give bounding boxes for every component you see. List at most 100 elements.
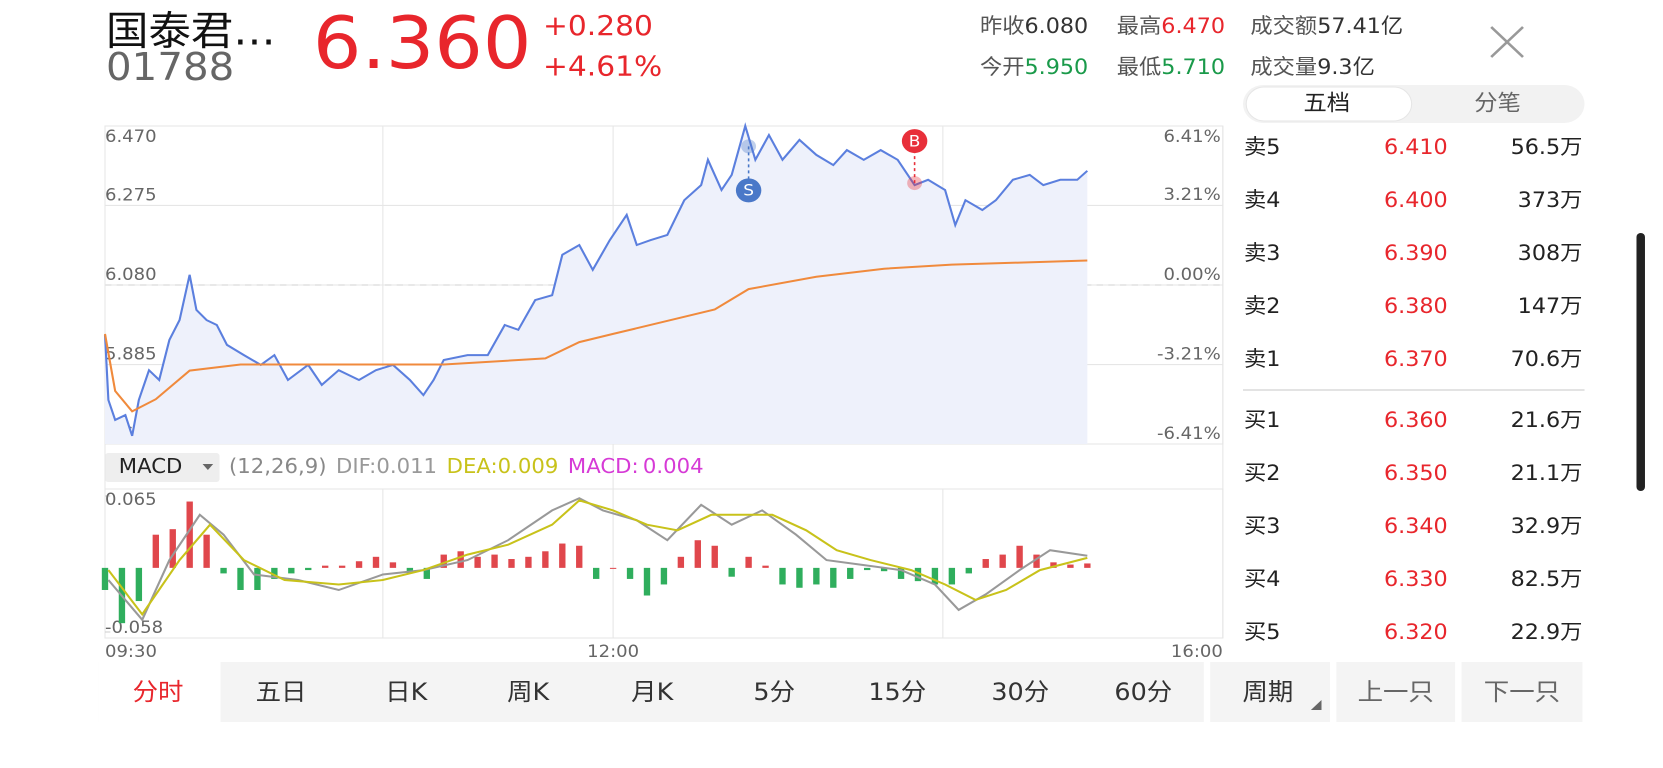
scrollbar	[1636, 233, 1645, 491]
stat-value: 6.470	[1161, 14, 1225, 38]
macd-bar	[491, 554, 498, 568]
macd-bar	[694, 540, 701, 568]
macd-bar	[254, 567, 261, 590]
macd-bar	[897, 567, 905, 579]
macd-bar	[779, 567, 786, 585]
macd-bar	[322, 565, 329, 568]
period-tab[interactable]: 日K	[385, 677, 428, 705]
book-volume: 21.1万	[1511, 461, 1583, 485]
indicator-select[interactable]	[104, 453, 220, 482]
book-side: 买4	[1244, 567, 1280, 591]
y2-tick-label: -6.41%	[1157, 424, 1221, 443]
book-price: 6.380	[1384, 294, 1448, 318]
tab-active	[1245, 86, 1413, 122]
y2-tick-label: 0.00%	[1163, 265, 1220, 284]
macd-bar	[169, 529, 176, 568]
period-tab[interactable]: 5分	[753, 677, 795, 705]
period-tab[interactable]: 15分	[868, 677, 926, 705]
stat: 最低5.710	[1117, 55, 1225, 79]
macd-bar	[762, 565, 769, 568]
stat: 昨收6.080	[980, 14, 1088, 38]
macd-bar	[372, 556, 380, 568]
macd-bar	[152, 534, 159, 568]
stat-label: 最低	[1117, 55, 1162, 79]
tab-bar	[98, 662, 1204, 722]
stat: 成交额57.41亿	[1250, 14, 1403, 38]
period-tab[interactable]: 30分	[991, 677, 1049, 705]
book-volume: 32.9万	[1511, 514, 1583, 538]
action-button[interactable]	[1461, 662, 1583, 722]
action-label[interactable]: 下一只	[1484, 677, 1560, 705]
book-price: 6.410	[1384, 135, 1448, 159]
macd-bar	[609, 567, 617, 569]
caret	[1310, 700, 1322, 710]
signal-bubble	[901, 129, 928, 154]
macd-bar	[203, 534, 210, 568]
stat-value: 57.41亿	[1317, 14, 1403, 38]
signal-label: B	[909, 132, 921, 150]
indicator-params: (12,26,9)	[229, 454, 326, 477]
macd-legend: MACD (12,26,9) DIF:0.011 DEA:0.009 MACD: 0.00…	[119, 454, 704, 477]
period-tab[interactable]: 分时	[133, 677, 184, 705]
tab-active	[98, 662, 221, 722]
caret	[202, 464, 214, 470]
book-price: 6.370	[1384, 347, 1448, 371]
period-tab[interactable]: 周K	[507, 677, 550, 705]
period-tab[interactable]: 五日	[256, 677, 307, 705]
book-volume: 56.5万	[1511, 135, 1583, 159]
stock-name: 国泰君…	[106, 8, 276, 55]
stat-label: 成交量	[1250, 55, 1317, 79]
stat-value: 9.3亿	[1317, 55, 1375, 79]
legend-name: DEA:	[447, 454, 498, 477]
macd-bar	[542, 551, 549, 568]
macd-bar	[592, 567, 600, 579]
legend-value: 0.009	[498, 454, 559, 477]
book-price: 6.330	[1384, 567, 1448, 591]
book-volume: 308万	[1518, 241, 1583, 265]
book-price: 6.390	[1384, 241, 1448, 265]
action-button[interactable]	[1336, 662, 1456, 722]
stat-value: 5.950	[1025, 55, 1089, 79]
macd-bar	[711, 545, 718, 568]
action-label[interactable]: 周期	[1242, 677, 1293, 705]
macd-bar	[440, 554, 447, 568]
book-side: 卖3	[1244, 241, 1280, 265]
macd-bar	[931, 567, 939, 585]
macd-bar	[745, 556, 752, 568]
book-tab[interactable]: 分笔	[1474, 91, 1521, 116]
close-button[interactable]	[1490, 26, 1524, 58]
macd-bar	[914, 567, 922, 582]
macd-bar	[338, 565, 346, 568]
y-tick-label: -0.058	[105, 618, 163, 637]
macd-bar	[474, 556, 481, 568]
legend-name: DIF:	[336, 454, 376, 477]
macd-bar	[525, 556, 532, 568]
book-tab[interactable]: 五档	[1303, 91, 1350, 116]
macd-bar	[1067, 564, 1074, 568]
macd-bar	[813, 567, 820, 585]
macd-bar	[1016, 545, 1023, 568]
action-button[interactable]	[1210, 662, 1330, 722]
line	[107, 499, 1088, 617]
macd-bar	[101, 567, 109, 590]
book-price: 6.320	[1384, 620, 1448, 644]
book-price: 6.350	[1384, 461, 1448, 485]
y-tick-label: 6.470	[105, 127, 157, 146]
book-side: 买1	[1244, 408, 1280, 432]
macd-bar	[863, 567, 871, 571]
macd-bar	[355, 561, 363, 568]
indicator-name: MACD	[119, 454, 183, 477]
macd-bar	[847, 567, 854, 579]
period-tab[interactable]: 60分	[1114, 677, 1172, 705]
action-label[interactable]: 上一只	[1358, 677, 1434, 705]
stat-label: 昨收	[980, 14, 1025, 38]
line	[107, 497, 1088, 622]
y-tick-label: 5.885	[105, 345, 157, 364]
period-tab[interactable]: 月K	[631, 677, 674, 705]
macd-bar	[999, 554, 1006, 568]
y-tick-label: 6.080	[105, 265, 157, 284]
macd-bar	[660, 567, 668, 585]
stat: 成交量9.3亿	[1250, 55, 1374, 79]
book-volume: 147万	[1518, 294, 1583, 318]
